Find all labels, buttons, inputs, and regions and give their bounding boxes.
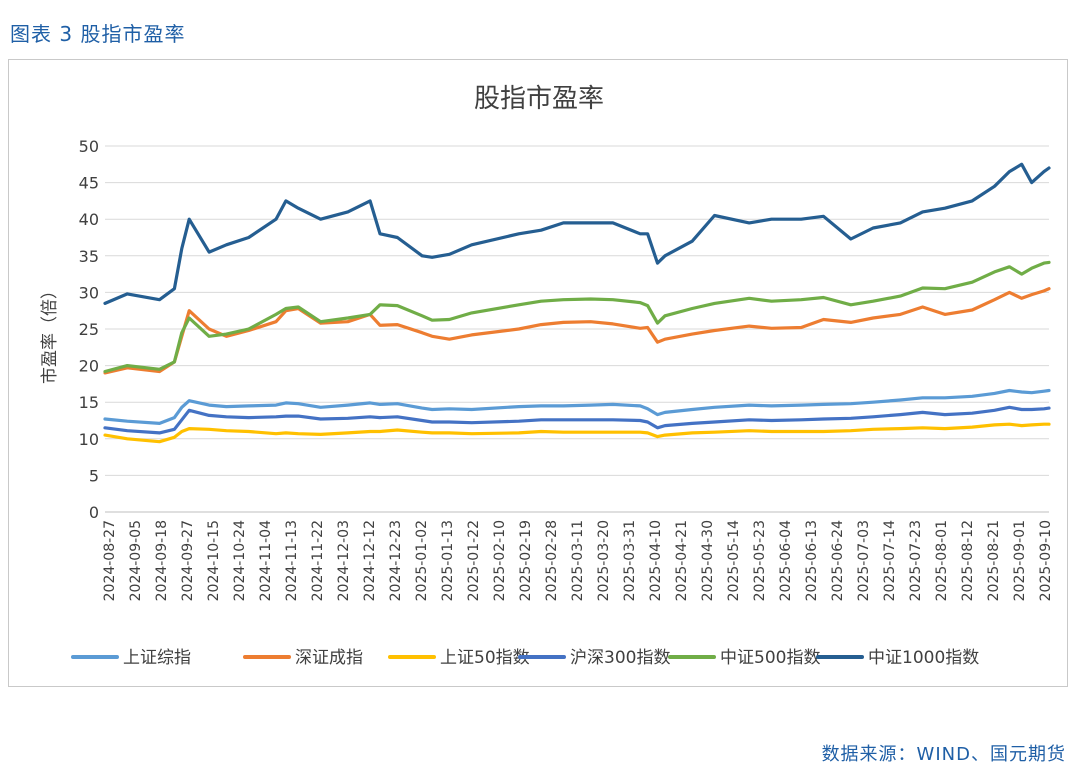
x-tick-label: 2025-01-02 (414, 520, 430, 601)
x-tick-label: 2025-02-19 (518, 520, 534, 601)
legend-label: 上证50指数 (440, 648, 530, 668)
y-tick-label: 30 (79, 283, 99, 302)
legend-label: 中证1000指数 (868, 648, 979, 668)
x-tick-label: 2024-10-15 (206, 520, 222, 601)
x-tick-label: 2025-03-20 (596, 520, 612, 601)
x-tick-label: 2024-12-12 (362, 520, 378, 601)
series-line (103, 422, 1051, 444)
x-tick-label: 2024-09-27 (180, 520, 196, 601)
x-tick-label: 2025-08-01 (934, 520, 950, 601)
x-tick-label: 2025-02-28 (544, 520, 560, 601)
x-tick-label: 2024-09-05 (128, 520, 144, 601)
x-tick-label: 2025-02-10 (492, 520, 508, 601)
y-tick-label: 10 (79, 430, 99, 449)
chart-title: 股指市盈率 (474, 84, 604, 114)
x-tick-label: 2024-08-27 (102, 520, 118, 601)
x-tick-label: 2025-07-23 (908, 520, 924, 601)
x-tick-label: 2025-03-31 (622, 520, 638, 601)
y-tick-label: 40 (79, 210, 99, 229)
legend-label: 上证综指 (123, 648, 191, 668)
x-tick-label: 2024-11-04 (258, 520, 274, 601)
y-tick-label: 50 (79, 137, 99, 156)
x-tick-label: 2025-05-23 (752, 520, 768, 601)
y-tick-label: 25 (79, 320, 99, 339)
x-tick-labels: 2024-08-27 2024-09-05 2024-09-18 2024-09-27… (102, 520, 1054, 601)
legend-label: 中证500指数 (720, 648, 820, 668)
y-tick-label: 45 (79, 174, 99, 193)
series-line (103, 388, 1051, 425)
y-tick-label: 5 (89, 466, 99, 485)
series-line (103, 162, 1051, 305)
x-tick-label: 2024-09-18 (154, 520, 170, 601)
y-tick-label: 15 (79, 393, 99, 412)
x-tick-label: 2025-09-10 (1038, 520, 1054, 601)
x-tick-label: 2025-07-14 (882, 520, 898, 601)
x-tick-label: 2025-09-01 (1012, 520, 1028, 601)
x-tick-label: 2025-04-30 (700, 520, 716, 601)
series-line (103, 405, 1051, 435)
x-tick-label: 2025-08-21 (986, 520, 1002, 601)
legend: 上证综指 深证成指 上证50指数 沪深300指数 中证500指数 中证1000指数 (71, 648, 979, 668)
series-lines (103, 162, 1051, 444)
chart-frame: 股指市盈率 市盈率（倍） 0 5 10 15 20 25 30 35 40 45 50 2024-0… (8, 59, 1068, 687)
x-tick-label: 2025-06-04 (778, 520, 794, 601)
x-tick-label: 2024-11-22 (310, 520, 326, 601)
pe-line-chart: 股指市盈率 市盈率（倍） 0 5 10 15 20 25 30 35 40 45 50 2024-0… (40, 84, 1054, 668)
x-tick-label: 2024-11-13 (284, 520, 300, 601)
x-tick-label: 2025-01-22 (466, 520, 482, 601)
y-tick-label: 0 (89, 503, 99, 522)
x-tick-label: 2025-04-21 (674, 520, 690, 601)
legend-label: 沪深300指数 (570, 648, 670, 668)
x-tick-label: 2025-06-24 (830, 520, 846, 601)
x-tick-label: 2025-05-14 (726, 520, 742, 601)
y-tick-label: 20 (79, 357, 99, 376)
x-tick-label: 2025-04-10 (648, 520, 664, 601)
x-tick-label: 2025-07-03 (856, 520, 872, 601)
y-tick-labels: 0 5 10 15 20 25 30 35 40 45 50 (79, 137, 99, 522)
x-tick-label: 2024-10-24 (232, 520, 248, 601)
figure-label: 图表 3 股指市盈率 (10, 22, 186, 46)
source-note: 数据来源：WIND、国元期货 (821, 744, 1066, 765)
y-tick-label: 35 (79, 247, 99, 266)
x-tick-label: 2024-12-23 (388, 520, 404, 601)
x-tick-label: 2024-12-03 (336, 520, 352, 601)
legend-label: 深证成指 (295, 648, 363, 668)
x-tick-label: 2025-03-11 (570, 520, 586, 601)
x-tick-label: 2025-06-13 (804, 520, 820, 601)
x-tick-label: 2025-01-13 (440, 520, 456, 601)
y-axis-label: 市盈率（倍） (40, 282, 60, 384)
gridlines (105, 145, 1049, 513)
series-line (103, 260, 1051, 374)
x-tick-label: 2025-08-12 (960, 520, 976, 601)
